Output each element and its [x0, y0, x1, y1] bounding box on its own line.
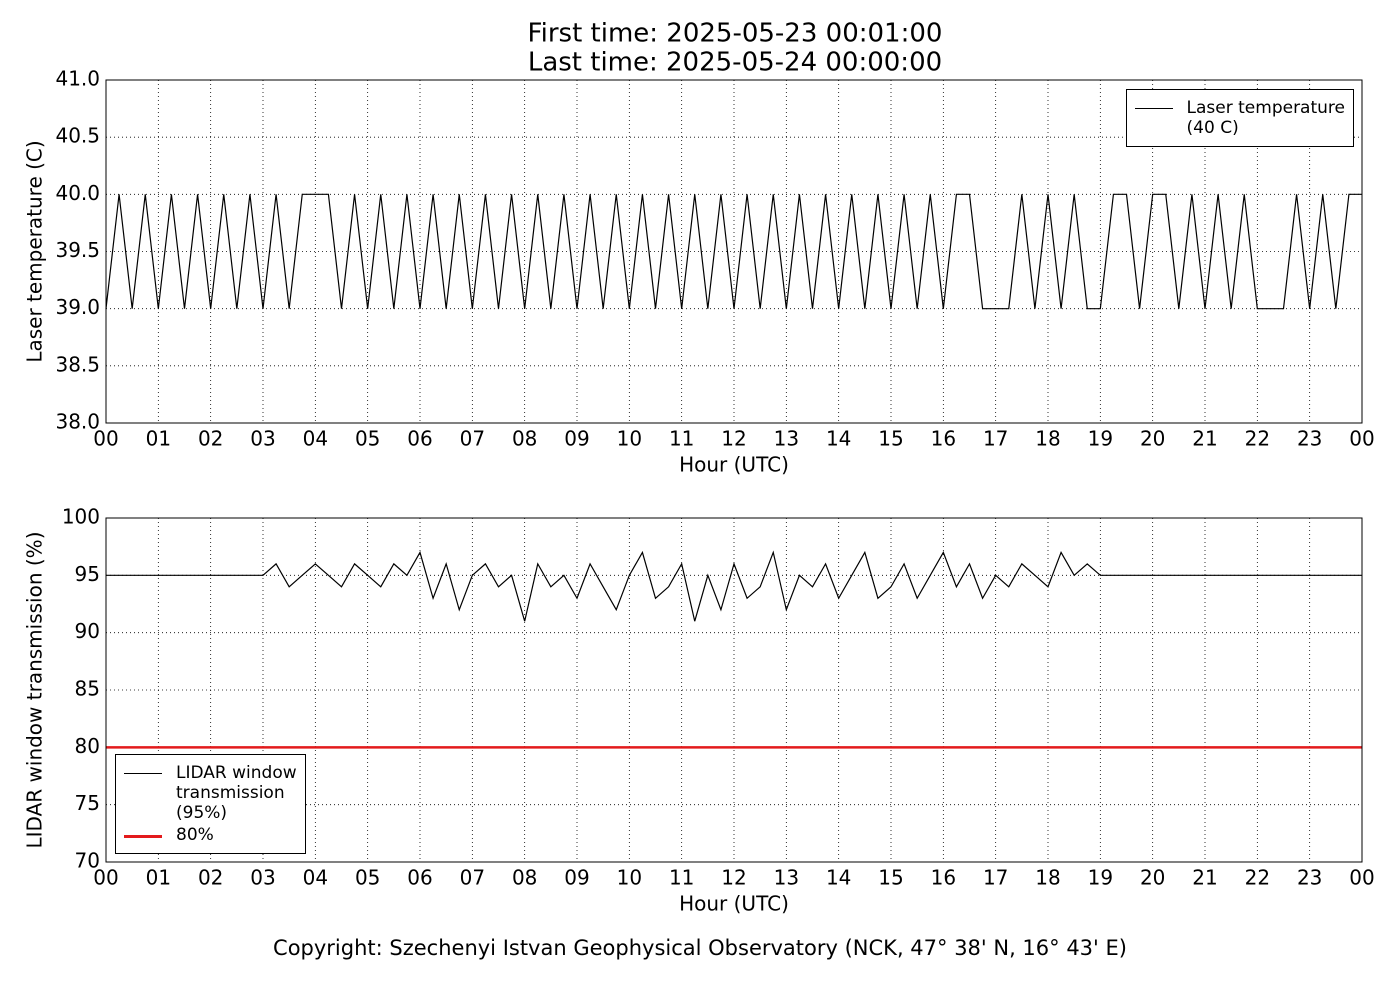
x-tick-label: 16 [931, 427, 956, 451]
x-tick-label: 16 [931, 866, 956, 890]
x-tick-label: 22 [1245, 866, 1270, 890]
x-axis-label: Hour (UTC) [679, 453, 789, 477]
x-tick-label: 00 [1349, 866, 1374, 890]
y-tick-label: 38.0 [55, 410, 100, 434]
legend-label: Laser temperature (40 C) [1186, 98, 1345, 138]
x-tick-label: 17 [983, 427, 1008, 451]
x-tick-label: 13 [774, 427, 799, 451]
x-tick-label: 22 [1245, 427, 1270, 451]
x-tick-label: 23 [1297, 866, 1322, 890]
x-tick-label: 02 [198, 866, 223, 890]
x-tick-label: 18 [1035, 866, 1060, 890]
y-tick-label: 38.5 [55, 352, 100, 376]
plot-frame [105, 79, 1363, 424]
x-tick-label: 04 [303, 866, 328, 890]
x-tick-label: 10 [617, 427, 642, 451]
x-tick-label: 21 [1192, 427, 1217, 451]
x-tick-label: 13 [774, 866, 799, 890]
y-tick-label: 40.0 [55, 181, 100, 205]
x-tick-label: 20 [1140, 427, 1165, 451]
y-tick-label: 90 [75, 619, 100, 643]
chart-title: First time: 2025-05-23 00:01:00 [528, 19, 943, 49]
x-tick-label: 09 [564, 427, 589, 451]
x-tick-label: 12 [721, 427, 746, 451]
x-tick-label: 20 [1140, 866, 1165, 890]
x-tick-label: 03 [250, 427, 275, 451]
x-tick-label: 00 [93, 866, 118, 890]
x-tick-label: 07 [460, 866, 485, 890]
x-tick-label: 06 [407, 427, 432, 451]
data-line [105, 193, 1362, 310]
x-tick-label: 15 [878, 427, 903, 451]
x-tick-label: 07 [460, 427, 485, 451]
x-tick-label: 04 [303, 427, 328, 451]
legend-swatch [124, 825, 162, 838]
x-tick-label: 21 [1192, 866, 1217, 890]
legend-entry: 80% [124, 825, 297, 845]
legend-entry: LIDAR window transmission (95%) [124, 763, 297, 823]
x-tick-label: 06 [407, 866, 432, 890]
y-tick-label: 100 [62, 505, 100, 529]
x-axis-label: Hour (UTC) [679, 892, 789, 916]
x-tick-label: 11 [669, 427, 694, 451]
x-tick-label: 23 [1297, 427, 1322, 451]
x-tick-label: 01 [146, 866, 171, 890]
y-tick-label: 95 [75, 562, 100, 586]
chart-subtitle: Last time: 2025-05-24 00:00:00 [528, 48, 942, 78]
x-tick-label: 05 [355, 427, 380, 451]
legend-label: LIDAR window transmission (95%) [176, 763, 297, 823]
x-tick-label: 17 [983, 866, 1008, 890]
x-tick-label: 01 [146, 427, 171, 451]
y-tick-label: 75 [75, 791, 100, 815]
y-tick-label: 85 [75, 677, 100, 701]
x-tick-label: 19 [1088, 866, 1113, 890]
legend-swatch [124, 763, 162, 774]
x-tick-label: 08 [512, 866, 537, 890]
x-tick-label: 10 [617, 866, 642, 890]
x-tick-label: 19 [1088, 427, 1113, 451]
x-tick-label: 18 [1035, 427, 1060, 451]
x-tick-label: 14 [826, 427, 851, 451]
y-tick-label: 70 [75, 849, 100, 873]
y-tick-label: 40.5 [55, 124, 100, 148]
y-tick-label: 41.0 [55, 67, 100, 91]
x-tick-label: 05 [355, 866, 380, 890]
x-tick-label: 12 [721, 866, 746, 890]
x-tick-label: 09 [564, 866, 589, 890]
footer: Copyright: Szechenyi Istvan Geophysical … [273, 936, 1127, 960]
legend-entry: Laser temperature (40 C) [1134, 98, 1345, 138]
x-tick-label: 11 [669, 866, 694, 890]
y-axis-label: Laser temperature (C) [23, 140, 47, 362]
data-line [106, 550, 1362, 622]
x-tick-label: 03 [250, 866, 275, 890]
x-tick-label: 02 [198, 427, 223, 451]
y-axis-label: LIDAR window transmission (%) [23, 532, 47, 849]
legend: LIDAR window transmission (95%) 80% [115, 754, 306, 854]
x-tick-label: 00 [1349, 427, 1374, 451]
plot-frame [105, 517, 1363, 863]
x-tick-label: 14 [826, 866, 851, 890]
y-tick-label: 39.5 [55, 238, 100, 262]
x-tick-label: 08 [512, 427, 537, 451]
legend-swatch [1134, 98, 1173, 109]
y-tick-label: 39.0 [55, 295, 100, 319]
legend: Laser temperature (40 C) [1125, 89, 1354, 147]
x-tick-label: 15 [878, 866, 903, 890]
x-tick-label: 00 [93, 427, 118, 451]
y-tick-label: 80 [75, 734, 100, 758]
legend-label: 80% [176, 825, 214, 845]
